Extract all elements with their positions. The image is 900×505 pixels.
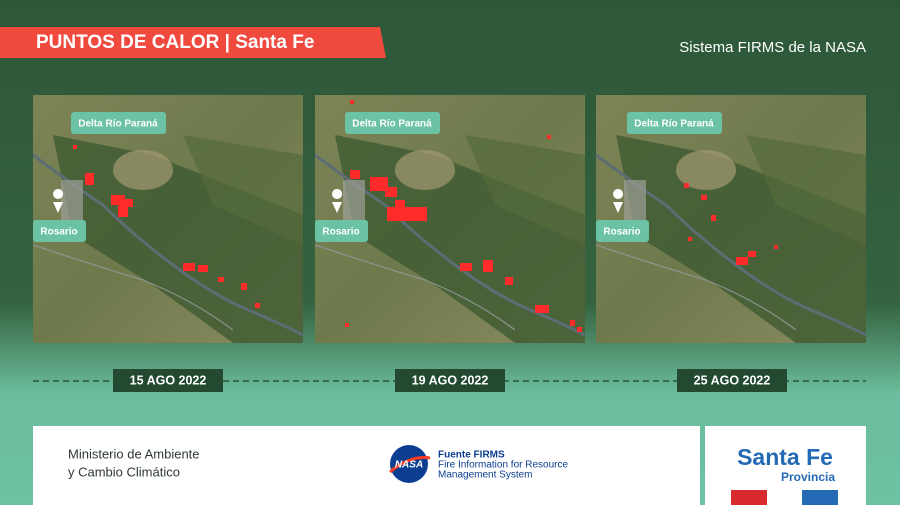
fire-spots xyxy=(73,145,260,308)
map-panel: Delta Río Paraná Rosario xyxy=(596,95,866,343)
province-subtitle: Provincia xyxy=(781,470,835,484)
region-label: Delta Río Paraná xyxy=(352,119,432,130)
map-panel: Delta Río Paraná Rosario xyxy=(315,95,585,343)
fire-spots xyxy=(345,100,582,332)
firms-line: Fire Information for Resource xyxy=(438,460,568,471)
nasa-logo xyxy=(390,445,428,483)
ministry-line: Ministerio de Ambiente xyxy=(68,446,200,461)
region-label: Delta Río Paraná xyxy=(78,119,158,130)
flag-stripe xyxy=(802,490,838,505)
map-panel: Delta Río Paraná Rosario xyxy=(33,95,303,343)
city-label: Rosario xyxy=(603,227,640,238)
firms-line: Management System xyxy=(438,470,533,481)
city-label: Rosario xyxy=(322,227,359,238)
flag-stripe xyxy=(731,490,767,505)
date-label: 19 AGO 2022 xyxy=(412,373,489,387)
title: PUNTOS DE CALOR | Santa Fe xyxy=(36,32,314,53)
footer xyxy=(33,426,700,505)
firms-title: Fuente FIRMS xyxy=(438,450,505,461)
ministry-line: y Cambio Climático xyxy=(68,464,180,479)
nasa-logo-text: NASA xyxy=(395,460,423,471)
source: Sistema FIRMS de la NASA xyxy=(679,39,866,56)
region-label: Delta Río Paraná xyxy=(634,119,714,130)
province-name: Santa Fe xyxy=(737,444,833,470)
date-label: 15 AGO 2022 xyxy=(130,373,207,387)
title-banner xyxy=(0,27,386,58)
city-label: Rosario xyxy=(40,227,77,238)
date-label: 25 AGO 2022 xyxy=(694,373,771,387)
fire-spots xyxy=(684,183,778,265)
